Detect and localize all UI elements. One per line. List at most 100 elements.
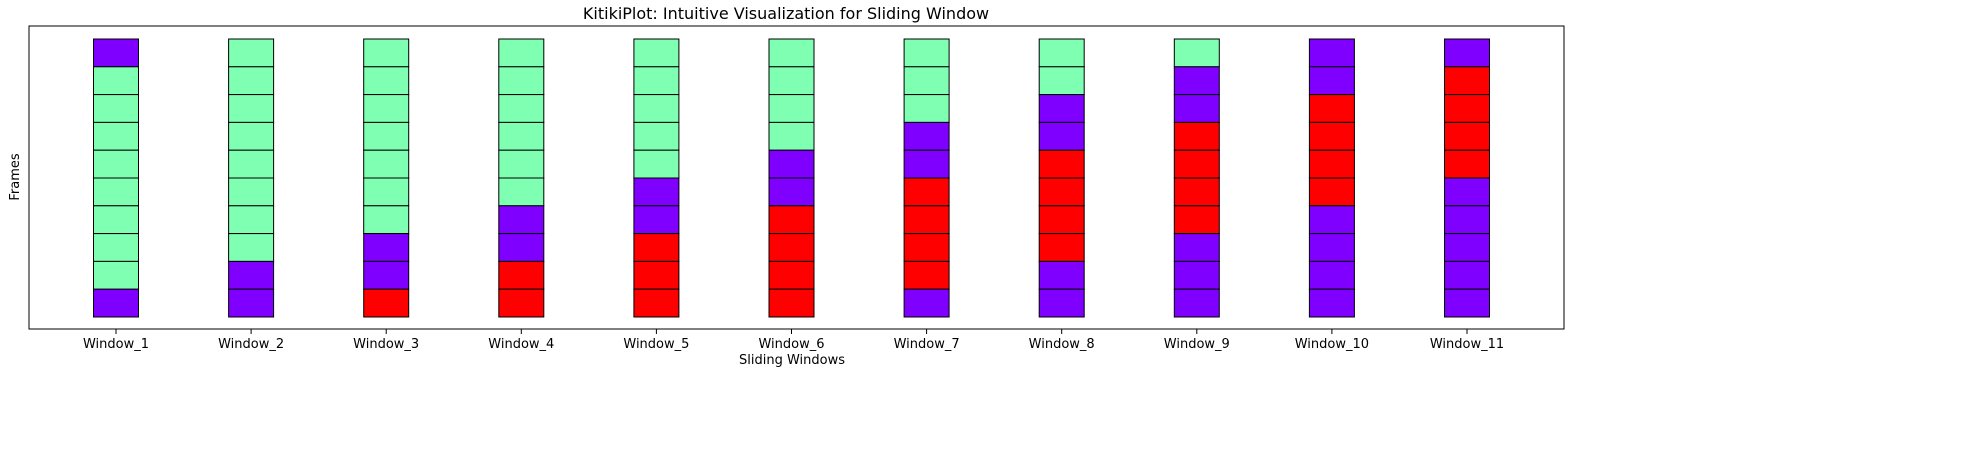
window-7-cell-3 bbox=[903, 94, 950, 123]
window-4-cell-7 bbox=[498, 205, 545, 235]
window-1-cell-1 bbox=[93, 38, 139, 68]
window-11-cell-8 bbox=[1444, 233, 1490, 262]
window-9-cell-3 bbox=[1173, 94, 1220, 123]
x-tick-label: Window_1 bbox=[83, 337, 149, 352]
window-9-cell-8 bbox=[1173, 233, 1220, 262]
window-2-cell-7 bbox=[228, 205, 275, 235]
window-3-cell-3 bbox=[363, 94, 410, 123]
window-2-cell-1 bbox=[228, 38, 275, 68]
window-10-cell-6 bbox=[1308, 177, 1355, 207]
window-2-cell-5 bbox=[228, 149, 275, 179]
x-tick-label: Window_10 bbox=[1295, 337, 1369, 352]
window-11-cell-6 bbox=[1444, 177, 1490, 207]
window-7-cell-7 bbox=[903, 205, 950, 235]
window-7-cell-2 bbox=[903, 66, 950, 96]
window-11-cell-4 bbox=[1444, 121, 1490, 151]
window-6-cell-8 bbox=[768, 233, 815, 262]
y-axis-label: Frames bbox=[8, 153, 23, 201]
window-11-cell-9 bbox=[1444, 260, 1490, 290]
window-8-cell-4 bbox=[1038, 121, 1085, 151]
window-4-cell-9 bbox=[498, 260, 545, 290]
x-axis-label: Sliding Windows bbox=[739, 353, 845, 368]
window-11-cell-3 bbox=[1444, 94, 1490, 123]
window-1-cell-2 bbox=[93, 66, 139, 96]
window-8-cell-10 bbox=[1038, 288, 1085, 318]
window-1-cell-9 bbox=[93, 260, 139, 290]
window-5-cell-9 bbox=[633, 260, 680, 290]
window-11-cell-5 bbox=[1444, 149, 1490, 179]
window-6-cell-5 bbox=[768, 149, 815, 179]
window-9-cell-4 bbox=[1173, 121, 1220, 151]
window-4-cell-1 bbox=[498, 38, 545, 68]
x-tick-label: Window_8 bbox=[1029, 337, 1095, 352]
window-10-cell-4 bbox=[1308, 121, 1355, 151]
window-3-cell-8 bbox=[363, 233, 410, 262]
window-9-cell-2 bbox=[1173, 66, 1220, 96]
window-11-cell-1 bbox=[1444, 38, 1490, 68]
window-3-cell-9 bbox=[363, 260, 410, 290]
window-6-cell-6 bbox=[768, 177, 815, 207]
window-2-cell-2 bbox=[228, 66, 275, 96]
window-5-cell-5 bbox=[633, 149, 680, 179]
window-1-cell-8 bbox=[93, 233, 139, 262]
window-10-cell-1 bbox=[1308, 38, 1355, 68]
window-1-cell-4 bbox=[93, 121, 139, 151]
x-tick-label: Window_11 bbox=[1430, 337, 1504, 352]
window-10-cell-5 bbox=[1308, 149, 1355, 179]
window-4-cell-4 bbox=[498, 121, 545, 151]
window-3-cell-4 bbox=[363, 121, 410, 151]
window-3-cell-6 bbox=[363, 177, 410, 207]
window-11-cell-2 bbox=[1444, 66, 1490, 96]
window-9-cell-5 bbox=[1173, 149, 1220, 179]
window-3-cell-2 bbox=[363, 66, 410, 96]
x-tick-label: Window_3 bbox=[353, 337, 419, 352]
window-3-cell-7 bbox=[363, 205, 410, 235]
window-6-cell-7 bbox=[768, 205, 815, 235]
window-4-cell-2 bbox=[498, 66, 545, 96]
window-1-cell-7 bbox=[93, 205, 139, 235]
window-2-cell-3 bbox=[228, 94, 275, 123]
window-9-cell-10 bbox=[1173, 288, 1220, 318]
cell-grid bbox=[93, 38, 1490, 318]
window-11-cell-7 bbox=[1444, 205, 1490, 235]
window-5-cell-4 bbox=[633, 121, 680, 151]
window-5-cell-3 bbox=[633, 94, 680, 123]
window-4-cell-6 bbox=[498, 177, 545, 207]
x-tick-label: Window_2 bbox=[218, 337, 284, 352]
window-8-cell-9 bbox=[1038, 260, 1085, 290]
window-7-cell-4 bbox=[903, 121, 950, 151]
window-5-cell-10 bbox=[633, 288, 680, 318]
window-10-cell-8 bbox=[1308, 233, 1355, 262]
window-8-cell-7 bbox=[1038, 205, 1085, 235]
window-5-cell-1 bbox=[633, 38, 680, 68]
x-tick-label: Window_5 bbox=[623, 337, 689, 352]
window-10-cell-7 bbox=[1308, 205, 1355, 235]
x-tick-label: Window_7 bbox=[894, 337, 960, 352]
window-7-cell-6 bbox=[903, 177, 950, 207]
window-6-cell-9 bbox=[768, 260, 815, 290]
x-tick-label: Window_4 bbox=[488, 337, 554, 352]
window-6-cell-4 bbox=[768, 121, 815, 151]
window-4-cell-8 bbox=[498, 233, 545, 262]
window-7-cell-5 bbox=[903, 149, 950, 179]
x-tick-label: Window_6 bbox=[758, 337, 824, 352]
window-5-cell-2 bbox=[633, 66, 680, 96]
window-3-cell-1 bbox=[363, 38, 410, 68]
window-2-cell-9 bbox=[228, 260, 275, 290]
window-3-cell-5 bbox=[363, 149, 410, 179]
window-8-cell-3 bbox=[1038, 94, 1085, 123]
window-1-cell-5 bbox=[93, 149, 139, 179]
x-tick-label: Window_9 bbox=[1164, 337, 1230, 352]
window-4-cell-10 bbox=[498, 288, 545, 318]
window-7-cell-10 bbox=[903, 288, 950, 318]
window-1-cell-3 bbox=[93, 94, 139, 123]
window-8-cell-6 bbox=[1038, 177, 1085, 207]
window-2-cell-8 bbox=[228, 233, 275, 262]
x-axis-ticks: Window_1 Window_2 Window_3 Window_4 Window_5… bbox=[83, 329, 1504, 352]
window-3-cell-10 bbox=[363, 288, 410, 318]
window-10-cell-2 bbox=[1308, 66, 1355, 96]
window-10-cell-10 bbox=[1308, 288, 1355, 318]
window-6-cell-10 bbox=[768, 288, 815, 318]
window-9-cell-6 bbox=[1173, 177, 1220, 207]
